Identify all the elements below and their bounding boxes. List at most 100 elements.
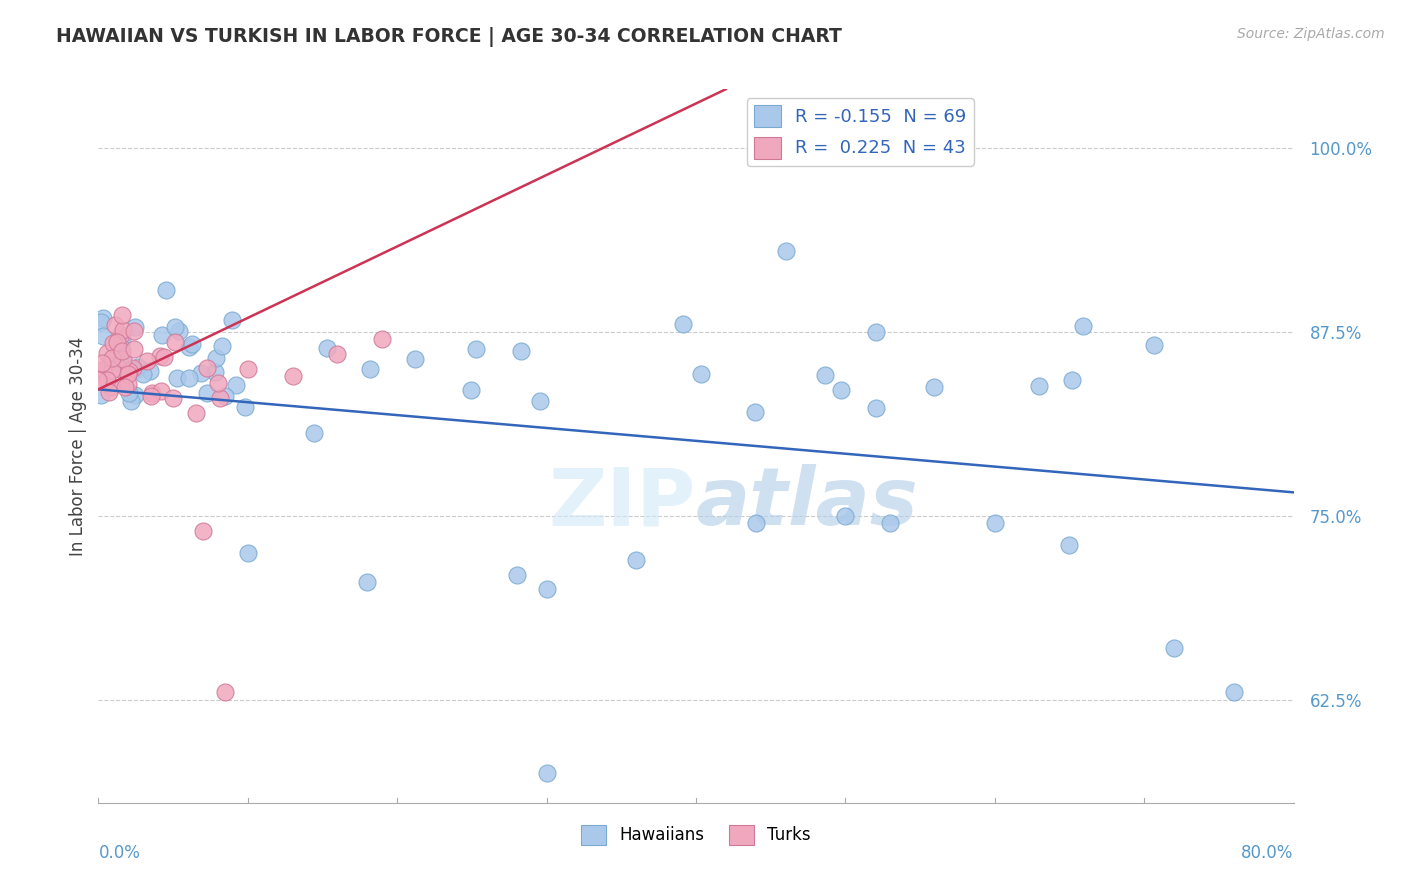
Point	[281, 369, 304, 384]
Point	[509, 343, 531, 358]
Point	[90, 364, 112, 378]
Point	[124, 363, 146, 377]
Point	[110, 328, 132, 343]
Point	[111, 333, 134, 347]
Text: HAWAIIAN VS TURKISH IN LABOR FORCE | AGE 30-34 CORRELATION CHART: HAWAIIAN VS TURKISH IN LABOR FORCE | AGE…	[56, 27, 842, 46]
Point	[326, 347, 349, 361]
Point	[122, 361, 145, 376]
Point	[169, 324, 191, 338]
Point	[209, 391, 232, 405]
Point	[152, 350, 174, 364]
Point	[91, 356, 114, 370]
Point	[236, 546, 259, 560]
Point	[87, 373, 110, 387]
Text: 0.0%: 0.0%	[98, 844, 141, 862]
Point	[105, 335, 128, 350]
Point	[745, 516, 768, 531]
Point	[150, 384, 173, 398]
Point	[138, 364, 160, 378]
Point	[124, 342, 146, 356]
Point	[91, 363, 114, 377]
Point	[214, 389, 236, 403]
Point	[1143, 338, 1166, 352]
Point	[127, 359, 149, 374]
Point	[1071, 318, 1094, 333]
Point	[464, 343, 486, 357]
Point	[529, 393, 551, 408]
Point	[204, 351, 226, 365]
Point	[744, 405, 766, 419]
Point	[177, 340, 200, 354]
Point	[1028, 379, 1050, 393]
Point	[672, 318, 695, 332]
Point	[195, 386, 218, 401]
Text: atlas: atlas	[696, 464, 918, 542]
Point	[111, 308, 134, 322]
Point	[830, 384, 852, 398]
Point	[506, 567, 529, 582]
Point	[1062, 373, 1084, 387]
Point	[90, 388, 112, 402]
Point	[214, 685, 236, 699]
Point	[120, 394, 142, 409]
Point	[1059, 538, 1081, 552]
Point	[118, 386, 141, 401]
Point	[104, 318, 127, 332]
Point	[865, 401, 887, 415]
Text: ZIP: ZIP	[548, 464, 696, 542]
Point	[316, 342, 339, 356]
Legend: Hawaiians, Turks: Hawaiians, Turks	[574, 818, 818, 852]
Point	[100, 354, 122, 368]
Point	[865, 326, 887, 340]
Point	[404, 351, 426, 366]
Point	[149, 349, 172, 363]
Point	[103, 335, 125, 350]
Point	[166, 370, 188, 384]
Point	[775, 244, 797, 258]
Text: 80.0%: 80.0%	[1241, 844, 1294, 862]
Point	[177, 371, 200, 385]
Point	[221, 313, 243, 327]
Point	[112, 323, 135, 337]
Point	[100, 363, 122, 377]
Point	[91, 329, 114, 343]
Point	[1223, 685, 1246, 699]
Point	[1163, 641, 1185, 656]
Point	[359, 362, 381, 376]
Point	[139, 388, 162, 402]
Point	[110, 340, 132, 354]
Point	[124, 387, 146, 401]
Point	[302, 426, 325, 441]
Point	[91, 311, 114, 326]
Point	[236, 361, 259, 376]
Point	[191, 524, 214, 538]
Point	[112, 351, 135, 366]
Point	[922, 380, 945, 394]
Point	[163, 320, 186, 334]
Point	[879, 516, 901, 531]
Point	[626, 553, 648, 567]
Point	[117, 367, 139, 381]
Point	[181, 336, 204, 351]
Point	[124, 320, 146, 334]
Point	[98, 384, 121, 399]
Point	[162, 391, 184, 405]
Point	[184, 406, 207, 420]
Point	[114, 380, 136, 394]
Point	[165, 335, 187, 350]
Point	[233, 400, 256, 414]
Point	[814, 368, 837, 383]
Point	[136, 353, 159, 368]
Point	[110, 351, 132, 366]
Point	[834, 508, 856, 523]
Point	[150, 328, 173, 343]
Point	[90, 316, 112, 330]
Point	[225, 377, 247, 392]
Point	[190, 366, 212, 380]
Point	[122, 324, 145, 338]
Y-axis label: In Labor Force | Age 30-34: In Labor Force | Age 30-34	[69, 336, 87, 556]
Point	[101, 351, 124, 366]
Point	[207, 376, 229, 391]
Point	[155, 283, 177, 297]
Point	[132, 368, 155, 382]
